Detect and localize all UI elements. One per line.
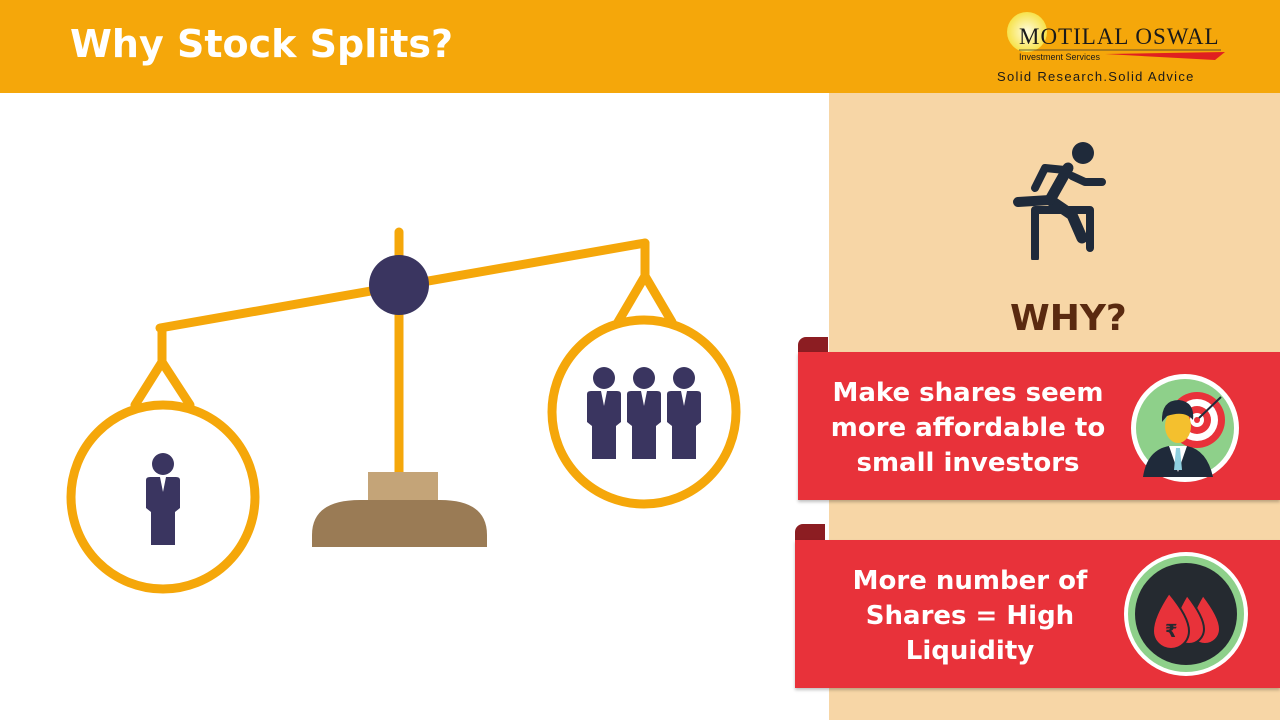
rupee-drops-icon: ₹	[1124, 552, 1248, 676]
scale-base-block	[368, 472, 438, 501]
svg-text:₹: ₹	[1165, 621, 1178, 642]
scale-pivot	[369, 255, 429, 315]
page-title: Why Stock Splits?	[70, 22, 454, 66]
businessman-target-icon	[1131, 374, 1239, 482]
scale-base	[312, 500, 487, 547]
balance-scale	[66, 227, 741, 594]
card-fold	[795, 524, 825, 540]
person-icon	[146, 453, 180, 545]
logo: MOTILAL OSWAL Investment Services Solid …	[995, 10, 1225, 88]
sun-logo-icon	[1007, 12, 1047, 52]
card-fold	[798, 337, 828, 353]
reason-card-liquidity: More number of Shares = High Liquidity ₹	[795, 540, 1280, 688]
reason-card-affordability: Make shares seem more affordable to smal…	[798, 352, 1280, 500]
logo-swoosh	[1019, 49, 1225, 60]
hurdle-runner-icon	[1013, 142, 1106, 260]
header-bar: Why Stock Splits? MOTILAL OSWAL Investme…	[0, 0, 1280, 93]
why-heading: WHY?	[1010, 298, 1127, 339]
